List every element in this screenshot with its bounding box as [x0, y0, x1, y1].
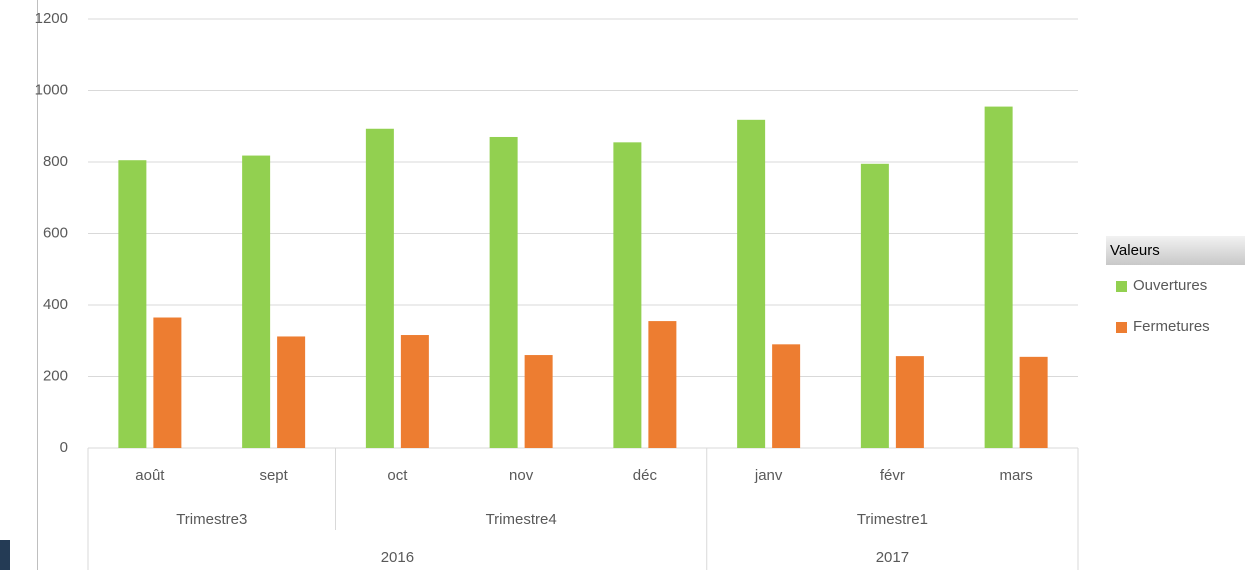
- legend-title-box: [1106, 236, 1245, 265]
- x-tick-label: févr: [880, 467, 905, 484]
- legend-swatch: [1116, 322, 1127, 333]
- bar: [524, 355, 553, 448]
- bar: [277, 336, 306, 448]
- legend-title: Valeurs: [1110, 242, 1160, 259]
- year-label: 2016: [381, 549, 414, 566]
- y-tick-label: 800: [43, 153, 68, 170]
- bar: [153, 317, 182, 448]
- bar: [648, 321, 677, 448]
- bar: [400, 335, 429, 448]
- quarter-label: Trimestre4: [486, 511, 557, 528]
- x-tick-label: sept: [259, 467, 288, 484]
- bar: [118, 160, 147, 448]
- y-tick-label: 600: [43, 224, 68, 241]
- x-tick-label: janv: [754, 467, 783, 484]
- quarter-label: Trimestre3: [176, 511, 247, 528]
- quarter-label: Trimestre1: [857, 511, 928, 528]
- y-tick-label: 200: [43, 367, 68, 384]
- x-tick-label: août: [135, 467, 165, 484]
- bar: [242, 155, 271, 448]
- x-tick-label: déc: [633, 467, 658, 484]
- bar: [1019, 356, 1048, 448]
- x-tick-label: oct: [387, 467, 408, 484]
- bar: [895, 356, 924, 448]
- year-label: 2017: [876, 549, 909, 566]
- bar: [489, 136, 518, 448]
- x-tick-label: mars: [999, 467, 1032, 484]
- bar: [772, 344, 801, 448]
- x-tick-label: nov: [509, 467, 534, 484]
- bar: [365, 128, 394, 448]
- y-tick-label: 400: [43, 296, 68, 313]
- corner-tab: [0, 540, 10, 570]
- bar: [984, 106, 1013, 449]
- legend-swatch: [1116, 281, 1127, 292]
- bar: [860, 163, 889, 448]
- bar: [737, 119, 766, 448]
- legend-label: Ouvertures: [1133, 277, 1207, 294]
- y-tick-label: 0: [60, 439, 68, 456]
- y-tick-label: 1200: [35, 10, 68, 27]
- bar: [613, 142, 642, 448]
- y-tick-label: 1000: [35, 81, 68, 98]
- legend-label: Fermetures: [1133, 318, 1210, 335]
